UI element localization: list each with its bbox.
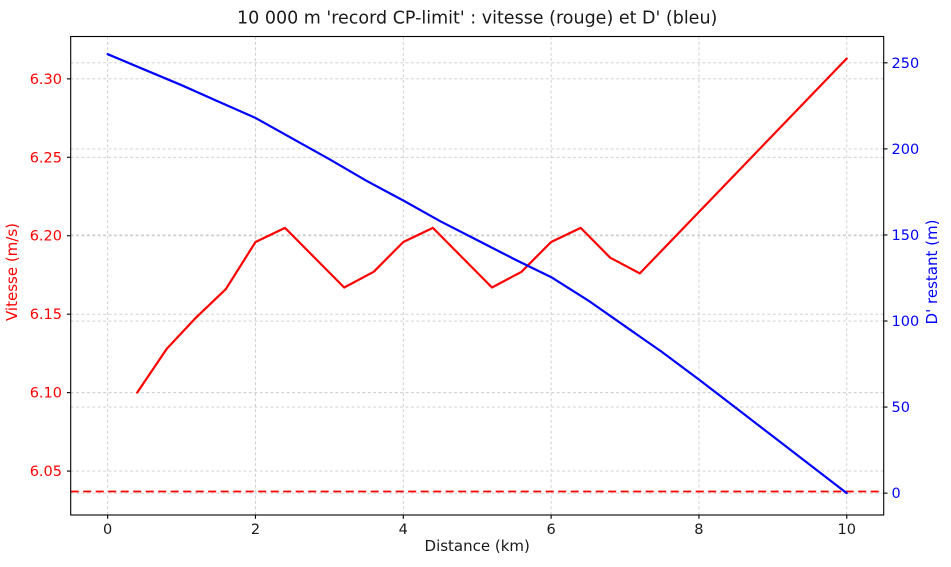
right-tick-label: 150 [892,228,920,244]
left-tick-label: 6.05 [30,464,62,480]
right-axis-label: D' restant (m) [923,220,941,325]
right-tick-label: 250 [892,56,920,72]
x-axis-label: Distance (km) [425,537,530,555]
left-tick-label: 6.25 [30,150,62,166]
right-tick-label: 100 [892,314,920,330]
chart-title: 10 000 m 'record CP-limit' : vitesse (ro… [237,9,717,29]
x-tick-label: 6 [546,522,555,538]
d-restant-line [106,53,848,495]
right-tick-label: 50 [892,400,910,416]
left-tick-label: 6.30 [30,72,62,88]
vitesse-line [136,57,848,394]
right-tick-label: 200 [892,142,920,158]
x-tick-label: 4 [399,522,408,538]
right-tick-label: 0 [892,486,901,502]
x-tick-label: 10 [838,522,856,538]
left-tick-label: 6.15 [30,307,62,323]
x-tick-label: 8 [694,522,703,538]
x-tick-label: 0 [103,522,112,538]
plot-border [70,35,885,516]
x-tick-label: 2 [251,522,260,538]
left-tick-label: 6.20 [30,229,62,245]
left-tick-label: 6.10 [30,386,62,402]
left-axis-label: Vitesse (m/s) [3,223,21,321]
